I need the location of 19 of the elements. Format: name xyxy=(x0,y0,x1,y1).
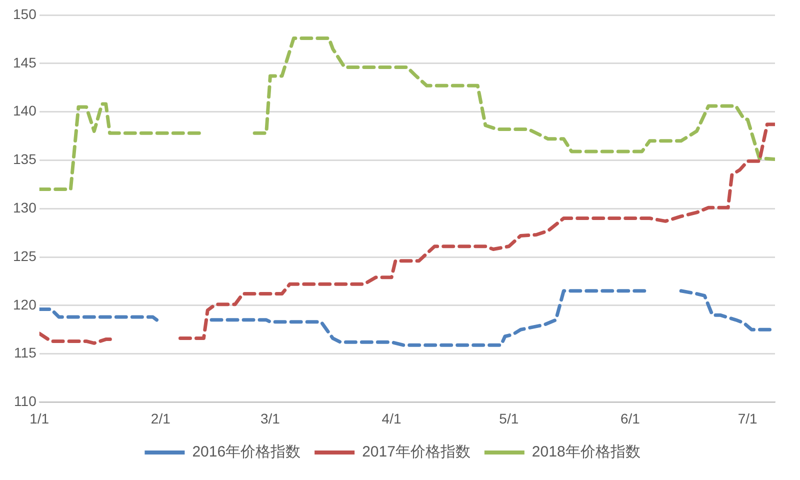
x-tick-label: 4/1 xyxy=(382,410,402,426)
x-tick-label: 3/1 xyxy=(260,410,280,426)
y-tick-label: 145 xyxy=(13,54,37,70)
x-tick-label: 7/1 xyxy=(738,410,758,426)
x-tick-label: 1/1 xyxy=(30,410,50,426)
y-tick-label: 150 xyxy=(13,6,37,22)
y-tick-label: 115 xyxy=(14,344,37,361)
y-tick-label: 135 xyxy=(13,151,37,168)
legend-label: 2016年价格指数 xyxy=(192,444,301,461)
x-tick-label: 2/1 xyxy=(150,410,171,426)
y-tick-label: 140 xyxy=(13,102,37,119)
y-tick-label: 125 xyxy=(13,248,37,264)
legend-label: 2018年价格指数 xyxy=(532,444,640,461)
x-tick-label: 6/1 xyxy=(620,410,640,426)
x-tick-label: 5/1 xyxy=(499,410,519,426)
y-tick-label: 130 xyxy=(13,199,37,216)
legend-label: 2017年价格指数 xyxy=(362,444,470,461)
y-tick-label: 120 xyxy=(13,296,37,312)
y-tick-label: 110 xyxy=(14,393,37,410)
